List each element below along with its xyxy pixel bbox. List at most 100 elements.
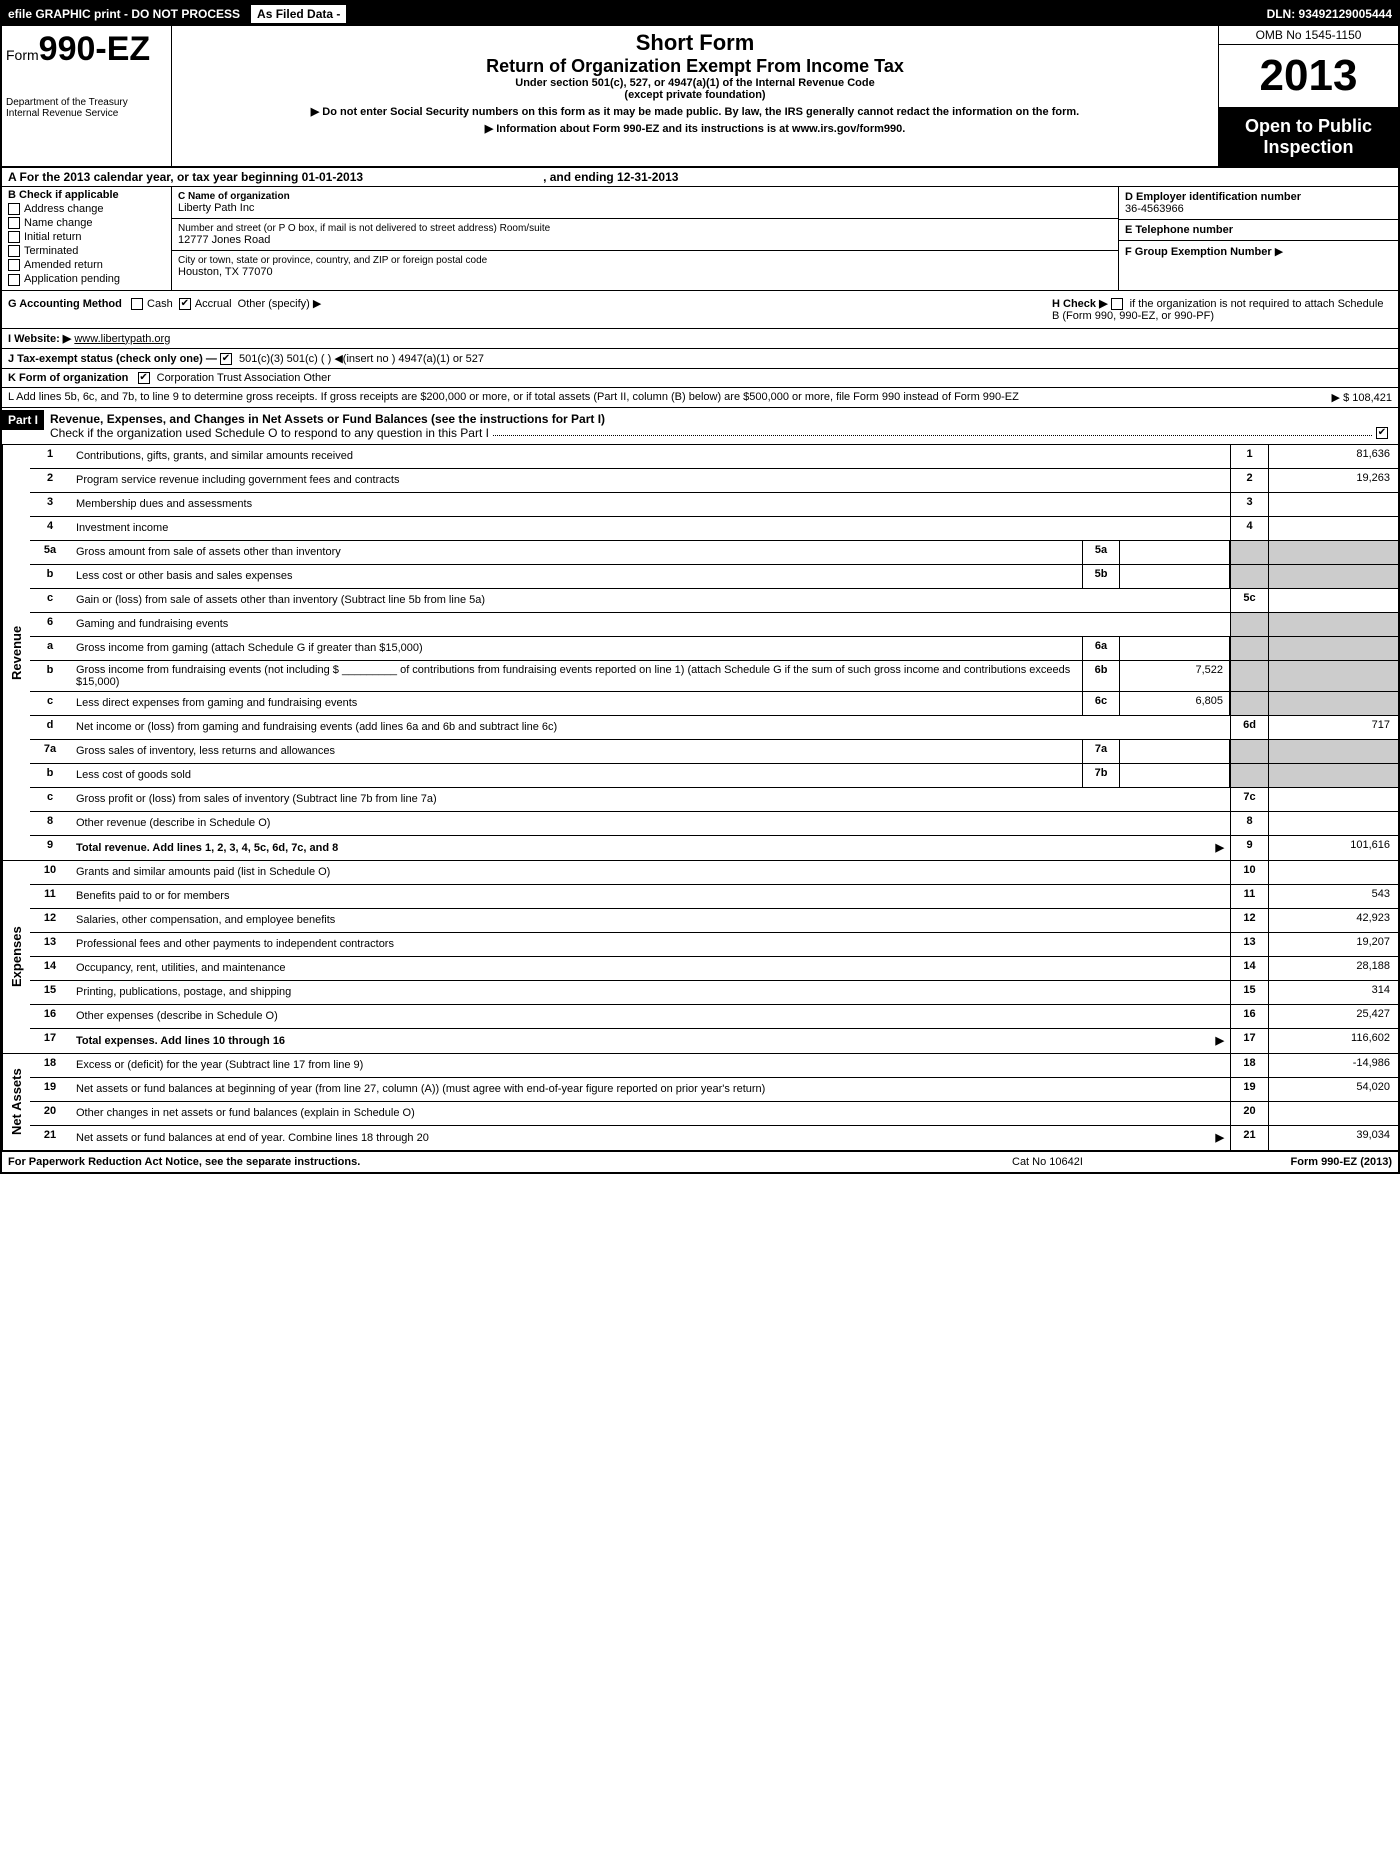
line-number: 19 xyxy=(30,1078,70,1101)
line-number: c xyxy=(30,788,70,811)
result-line-value: 25,427 xyxy=(1268,1005,1398,1028)
row-k: K Form of organization ✔ Corporation Tru… xyxy=(2,369,1398,388)
col-d: D Employer identification number 36-4563… xyxy=(1118,187,1398,290)
dept-irs: Internal Revenue Service xyxy=(6,108,167,119)
result-line-value: 314 xyxy=(1268,981,1398,1004)
grey-cell xyxy=(1268,637,1398,660)
grey-cell xyxy=(1230,565,1268,588)
checkbox-icon[interactable] xyxy=(131,298,143,310)
line-number: 4 xyxy=(30,517,70,540)
line-description: Net income or (loss) from gaming and fun… xyxy=(70,716,1230,739)
sub-line-number: 7b xyxy=(1082,764,1120,787)
result-line-value: 19,207 xyxy=(1268,933,1398,956)
org-addr: 12777 Jones Road xyxy=(178,234,1112,246)
result-line-number: 9 xyxy=(1230,836,1268,860)
line-number: 21 xyxy=(30,1126,70,1150)
chk-terminated[interactable]: Terminated xyxy=(8,245,165,257)
row-j: J Tax-exempt status (check only one) — ✔… xyxy=(2,349,1398,369)
row-h: H Check ▶ if the organization is not req… xyxy=(1052,297,1392,322)
table-row: aGross income from gaming (attach Schedu… xyxy=(30,637,1398,661)
checkbox-icon[interactable]: ✔ xyxy=(138,372,150,384)
result-line-number: 20 xyxy=(1230,1102,1268,1125)
row-l: L Add lines 5b, 6c, and 7b, to line 9 to… xyxy=(2,388,1398,408)
line-description: Gross income from fundraising events (no… xyxy=(70,661,1082,691)
line-number: 2 xyxy=(30,469,70,492)
l-text: L Add lines 5b, 6c, and 7b, to line 9 to… xyxy=(8,391,1232,404)
i-website[interactable]: www.libertypath.org xyxy=(74,333,170,345)
line-description: Gaming and fundraising events xyxy=(70,613,1230,636)
l-amount: ▶ $ 108,421 xyxy=(1232,391,1392,404)
chk-amended[interactable]: Amended return xyxy=(8,259,165,271)
line-number: 5a xyxy=(30,541,70,564)
checkbox-icon[interactable]: ✔ xyxy=(179,298,191,310)
grey-cell xyxy=(1268,764,1398,787)
line-description: Program service revenue including govern… xyxy=(70,469,1230,492)
line-number: c xyxy=(30,692,70,715)
sub-line-value xyxy=(1120,764,1230,787)
subtitle-except: (except private foundation) xyxy=(182,89,1208,101)
result-line-number: 12 xyxy=(1230,909,1268,932)
g-label: G Accounting Method xyxy=(8,298,122,310)
result-line-number: 4 xyxy=(1230,517,1268,540)
h-label: H Check ▶ xyxy=(1052,298,1108,310)
grey-cell xyxy=(1230,692,1268,715)
chk-name-change[interactable]: Name change xyxy=(8,217,165,229)
table-row: 7aGross sales of inventory, less returns… xyxy=(30,740,1398,764)
line-number: 18 xyxy=(30,1054,70,1077)
table-row: 5aGross amount from sale of assets other… xyxy=(30,541,1398,565)
result-line-value: 19,263 xyxy=(1268,469,1398,492)
table-row: 4Investment income4 xyxy=(30,517,1398,541)
result-line-number: 13 xyxy=(1230,933,1268,956)
top-bar: efile GRAPHIC print - DO NOT PROCESS As … xyxy=(2,2,1398,26)
line-description: Net assets or fund balances at beginning… xyxy=(70,1078,1230,1101)
table-row: 21Net assets or fund balances at end of … xyxy=(30,1126,1398,1150)
part1-header: Part I Revenue, Expenses, and Changes in… xyxy=(2,408,1398,445)
result-line-value xyxy=(1268,812,1398,835)
line-number: 17 xyxy=(30,1029,70,1053)
line-number: 9 xyxy=(30,836,70,860)
side-label-revenue: Revenue xyxy=(2,445,30,860)
org-city-label: City or town, state or province, country… xyxy=(178,255,1112,266)
org-name-label: C Name of organization xyxy=(178,191,1112,202)
line-number: c xyxy=(30,589,70,612)
checkbox-icon xyxy=(8,274,20,286)
result-line-value xyxy=(1268,788,1398,811)
result-line-value: -14,986 xyxy=(1268,1054,1398,1077)
k-label: K Form of organization xyxy=(8,372,128,384)
result-line-number: 17 xyxy=(1230,1029,1268,1053)
result-line-number: 8 xyxy=(1230,812,1268,835)
checkbox-icon[interactable]: ✔ xyxy=(220,353,232,365)
table-row: 20Other changes in net assets or fund ba… xyxy=(30,1102,1398,1126)
org-name-row: C Name of organization Liberty Path Inc xyxy=(172,187,1118,219)
line-number: 8 xyxy=(30,812,70,835)
checkbox-icon[interactable] xyxy=(1111,298,1123,310)
table-row: cLess direct expenses from gaming and fu… xyxy=(30,692,1398,716)
grey-cell xyxy=(1268,541,1398,564)
line-description: Gross amount from sale of assets other t… xyxy=(70,541,1082,564)
result-line-value xyxy=(1268,861,1398,884)
table-row: bLess cost of goods sold7b xyxy=(30,764,1398,788)
grey-cell xyxy=(1230,613,1268,636)
tel-row: E Telephone number xyxy=(1119,220,1398,241)
chk-address-change[interactable]: Address change xyxy=(8,203,165,215)
title-return: Return of Organization Exempt From Incom… xyxy=(182,56,1208,77)
line-number: 15 xyxy=(30,981,70,1004)
chk-initial-return[interactable]: Initial return xyxy=(8,231,165,243)
line-number: b xyxy=(30,764,70,787)
chk-app-pending[interactable]: Application pending xyxy=(8,273,165,285)
checkbox-icon[interactable]: ✔ xyxy=(1376,427,1388,439)
result-line-number: 1 xyxy=(1230,445,1268,468)
revenue-table: 1Contributions, gifts, grants, and simil… xyxy=(30,445,1398,860)
result-line-number: 2 xyxy=(1230,469,1268,492)
result-line-number: 15 xyxy=(1230,981,1268,1004)
result-line-value: 101,616 xyxy=(1268,836,1398,860)
line-number: 11 xyxy=(30,885,70,908)
line-description: Salaries, other compensation, and employ… xyxy=(70,909,1230,932)
k-opts: Corporation Trust Association Other xyxy=(157,372,331,384)
table-row: cGain or (loss) from sale of assets othe… xyxy=(30,589,1398,613)
col-c: C Name of organization Liberty Path Inc … xyxy=(172,187,1118,290)
grey-cell xyxy=(1268,613,1398,636)
result-line-number: 14 xyxy=(1230,957,1268,980)
subtitle-section: Under section 501(c), 527, or 4947(a)(1)… xyxy=(182,77,1208,89)
sub-line-number: 5b xyxy=(1082,565,1120,588)
